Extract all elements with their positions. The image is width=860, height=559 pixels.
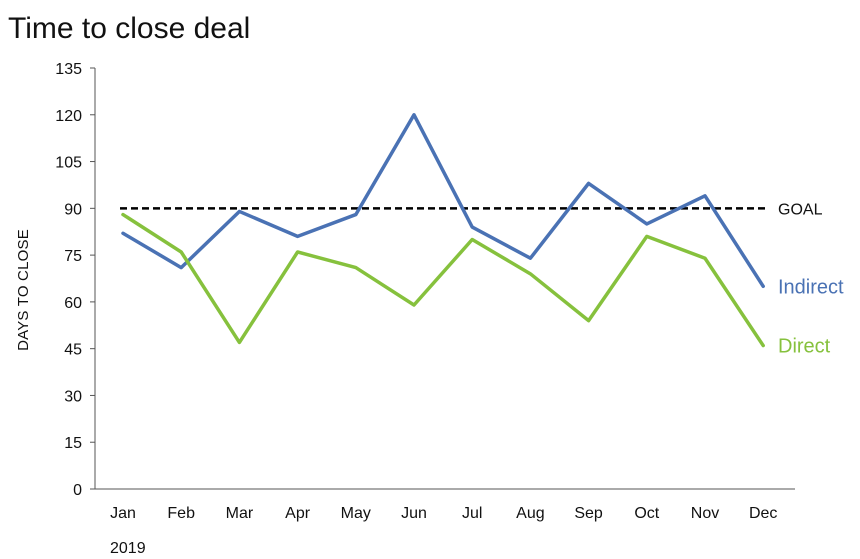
goal-line-group: GOAL — [120, 201, 823, 218]
x-tick-label: Aug — [516, 505, 544, 522]
y-tick-label: 75 — [64, 248, 82, 265]
y-tick-labels: 0 15 30 45 60 75 90 105 120 135 — [55, 61, 95, 499]
x-tick-label: Jun — [401, 505, 427, 522]
x-tick-label: Dec — [749, 505, 777, 522]
y-tick-label: 30 — [64, 388, 82, 405]
series-line-indirect — [121, 113, 765, 289]
series-group: Indirect Direct — [121, 113, 844, 358]
x-tick-label: Apr — [285, 505, 311, 522]
y-axis-label: DAYS TO CLOSE — [15, 229, 32, 351]
chart-title: Time to close deal — [8, 12, 250, 45]
x-tick-label: Jul — [462, 505, 482, 522]
x-tick-label: Nov — [691, 505, 719, 522]
y-tick-label: 45 — [64, 342, 82, 359]
x-tick-label: Mar — [226, 505, 254, 522]
x-tick-labels: Jan Feb Mar Apr May Jun Jul Aug Sep Oct Nov Dec — [110, 505, 777, 522]
x-tick-label: Sep — [574, 505, 603, 522]
year-label: 2019 — [110, 540, 146, 557]
y-tick-label: 90 — [64, 201, 82, 218]
y-tick-label: 105 — [55, 155, 82, 172]
series-label-direct: Direct — [778, 336, 831, 358]
x-tick-label: Jan — [110, 505, 136, 522]
goal-label: GOAL — [778, 201, 823, 218]
y-tick-label: 60 — [64, 295, 82, 312]
y-tick-label: 0 — [73, 482, 82, 499]
series-label-indirect: Indirect — [778, 276, 844, 298]
axes — [94, 68, 795, 490]
x-tick-label: May — [341, 505, 371, 522]
y-tick-label: 120 — [55, 108, 82, 125]
y-tick-label: 15 — [64, 435, 82, 452]
x-tick-label: Oct — [634, 505, 659, 522]
x-tick-label: Feb — [167, 505, 195, 522]
series-line-direct — [121, 212, 765, 348]
y-tick-label: 135 — [55, 61, 82, 78]
